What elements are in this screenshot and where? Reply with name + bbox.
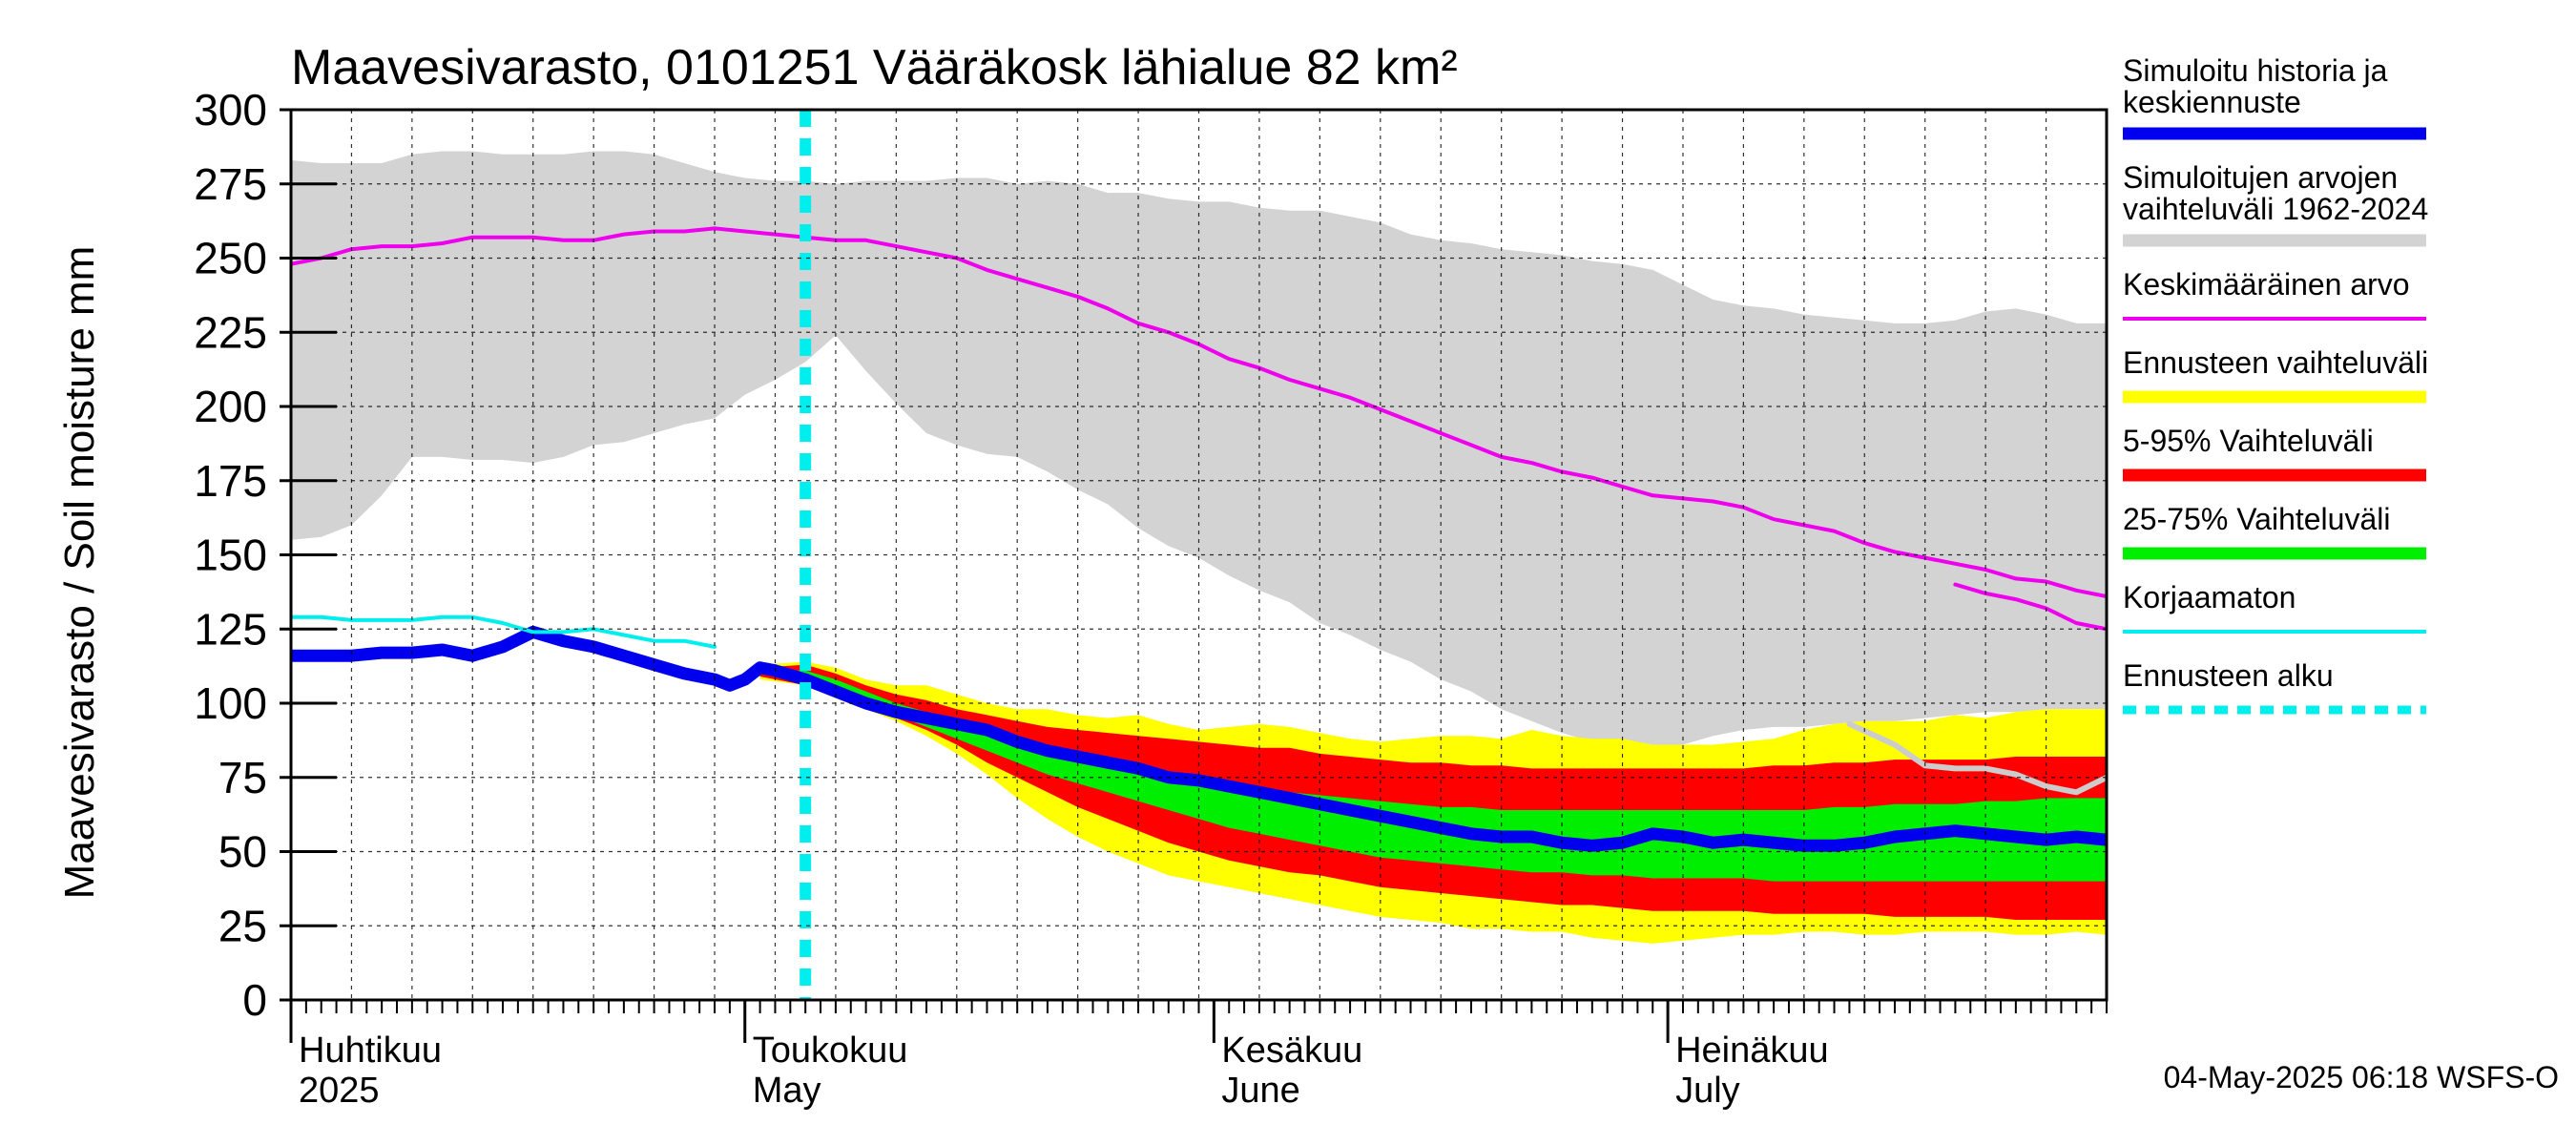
legend-label: Keskimääräinen arvo [2123, 267, 2410, 302]
timestamp: 04-May-2025 06:18 WSFS-O [2164, 1060, 2559, 1094]
y-axis-label: Maavesivarasto / Soil moisture mm [56, 246, 103, 900]
legend-label: Ennusteen alku [2123, 658, 2334, 693]
y-tick-label: 175 [194, 456, 267, 506]
y-tick-label: 0 [242, 975, 267, 1025]
legend-label-secondary: vaihteluväli 1962-2024 [2123, 192, 2428, 226]
y-tick-label: 50 [218, 827, 267, 877]
y-tick-label: 200 [194, 382, 267, 431]
legend-label: Simuloitujen arvojen [2123, 160, 2398, 195]
month-label-secondary: May [753, 1071, 821, 1111]
y-tick-label: 250 [194, 234, 267, 283]
y-tick-label: 275 [194, 159, 267, 209]
legend-label: Ennusteen vaihteluväli [2123, 345, 2428, 380]
month-label-secondary: 2025 [299, 1071, 380, 1111]
grid [289, 108, 2109, 1002]
month-label: Heinäkuu [1675, 1030, 1829, 1071]
series-line-6 [1953, 582, 2107, 632]
series-3-band [759, 670, 2107, 882]
y-axis-ticks: 0 25 50 75 100 125 150 175 200 225 250 275 300 [194, 85, 337, 1025]
y-tick-label: 300 [194, 85, 267, 135]
legend-label: Simuloitu historia ja [2123, 53, 2388, 88]
chart-title: Maavesivarasto, 0101251 Vääräkosk lähial… [291, 40, 1458, 95]
legend-label-secondary: keskiennuste [2123, 85, 2301, 119]
y-tick-label: 75 [218, 753, 267, 802]
legend-label: 5-95% Vaihteluväli [2123, 424, 2374, 458]
y-tick-label: 225 [194, 307, 267, 357]
legend-label: 25-75% Vaihteluväli [2123, 502, 2390, 536]
series-line-8 [1846, 720, 2107, 796]
y-tick-label: 100 [194, 678, 267, 728]
legend-label: Korjaamaton [2123, 580, 2296, 614]
y-tick-label: 25 [218, 901, 267, 950]
series-0-band [291, 151, 2107, 748]
month-label: Toukokuu [753, 1030, 908, 1071]
month-label: Huhtikuu [299, 1030, 442, 1071]
series-line-7 [291, 614, 717, 649]
month-label-secondary: June [1221, 1071, 1299, 1111]
y-tick-label: 150 [194, 531, 267, 580]
month-label: Kesäkuu [1221, 1030, 1362, 1071]
month-label-secondary: July [1675, 1071, 1740, 1111]
y-tick-label: 125 [194, 604, 267, 654]
